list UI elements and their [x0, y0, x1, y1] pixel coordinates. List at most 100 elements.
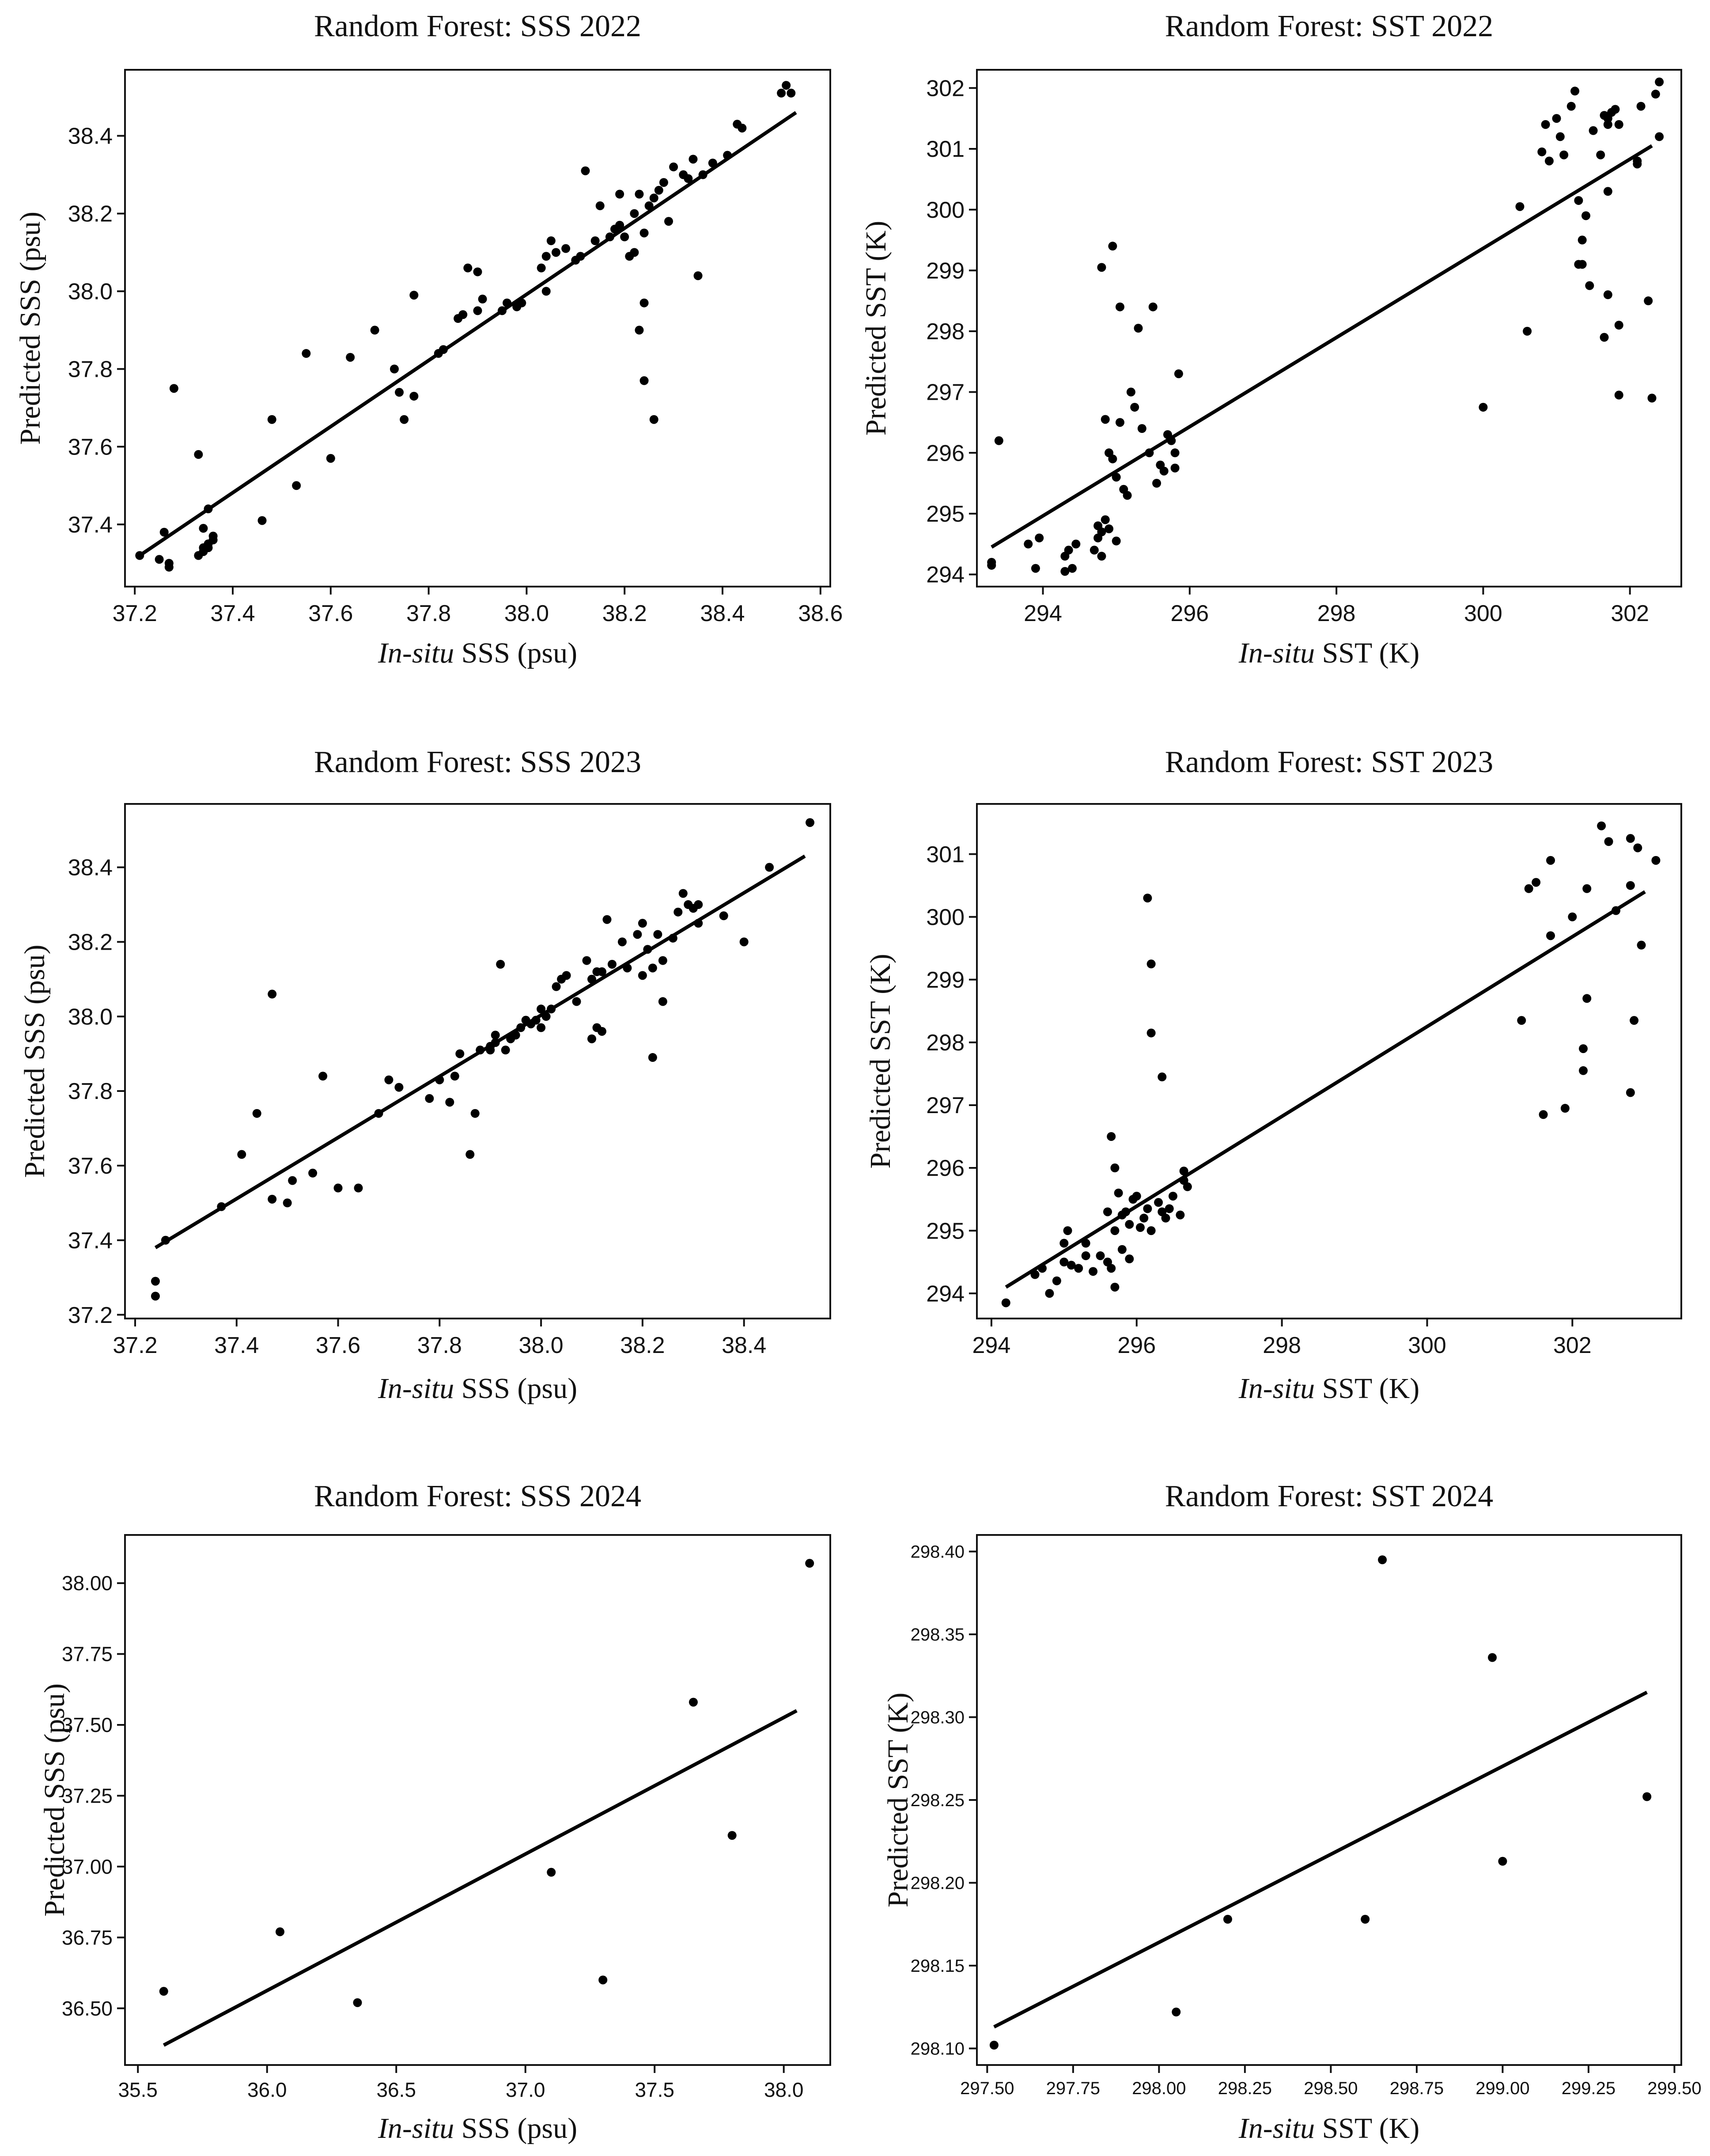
data-point	[648, 1053, 657, 1062]
x-tick-label: 38.0	[764, 2078, 804, 2101]
x-tick-label: 37.4	[210, 601, 255, 626]
data-point	[689, 1698, 698, 1707]
data-point	[425, 1094, 434, 1103]
y-tick-label: 301	[926, 136, 965, 162]
scatter-panel: Random Forest: SST 2023 294 296 298 300 302 29…	[864, 745, 1682, 1405]
data-point	[1589, 126, 1598, 135]
data-point	[1081, 1239, 1090, 1248]
y-tick-label: 300	[926, 905, 965, 930]
data-point	[283, 1198, 292, 1208]
data-point	[491, 1031, 500, 1040]
data-point	[1604, 837, 1613, 846]
data-point	[1611, 105, 1620, 114]
x-axis-label-italic: In-situ	[378, 637, 454, 669]
data-point	[1168, 1191, 1177, 1201]
data-point	[1059, 1239, 1069, 1248]
x-tick-label: 300	[1464, 601, 1502, 626]
data-point	[135, 551, 144, 560]
data-point	[390, 364, 399, 374]
data-point	[1112, 536, 1121, 546]
data-point	[257, 516, 267, 525]
data-point	[1097, 263, 1106, 272]
data-point	[292, 481, 301, 490]
data-point	[654, 186, 663, 195]
data-point	[551, 248, 560, 257]
data-point	[395, 388, 404, 397]
data-point	[615, 220, 624, 230]
y-tick-label: 37.75	[62, 1643, 113, 1666]
data-point	[1064, 546, 1073, 555]
x-tick-label: 298.25	[1218, 2079, 1272, 2098]
data-point	[635, 189, 644, 199]
data-point	[1125, 1220, 1134, 1229]
data-point	[302, 349, 311, 358]
y-tick-label: 38.2	[68, 201, 113, 227]
data-point	[639, 228, 649, 238]
y-tick-label: 298.40	[911, 1542, 965, 1562]
data-point	[346, 352, 355, 362]
data-point	[1125, 1254, 1134, 1264]
y-axis-label: Predicted SSS (psu)	[38, 1683, 71, 1917]
y-tick-label: 37.25	[62, 1784, 113, 1807]
data-point	[1570, 87, 1580, 96]
data-point	[204, 543, 213, 553]
y-tick-label: 300	[926, 197, 965, 223]
data-point	[354, 1183, 363, 1193]
data-point	[1585, 281, 1594, 290]
data-point	[1637, 940, 1646, 950]
plot-frame	[976, 803, 1682, 1319]
plot-frame	[124, 1534, 831, 2066]
data-point	[1614, 390, 1623, 400]
x-tick-label: 298	[1263, 1333, 1301, 1358]
data-point	[476, 1046, 485, 1055]
data-point	[590, 236, 600, 246]
x-tick-label: 37.4	[214, 1333, 259, 1358]
data-point	[370, 326, 379, 335]
data-point	[669, 162, 678, 171]
data-point	[541, 1012, 551, 1021]
y-tick-label: 298.10	[911, 2039, 965, 2059]
data-point	[384, 1075, 393, 1084]
data-point	[1603, 290, 1612, 299]
data-point	[1101, 515, 1110, 524]
data-point	[1539, 1110, 1548, 1119]
y-tick-label: 297	[926, 380, 965, 405]
y-tick-label: 36.50	[62, 1997, 113, 2020]
data-point	[1110, 1226, 1120, 1235]
data-point	[400, 415, 409, 424]
data-point	[1121, 1207, 1131, 1216]
data-point	[1582, 994, 1592, 1003]
data-point	[582, 956, 591, 965]
y-tick-label: 37.00	[62, 1855, 113, 1878]
y-tick-label: 302	[926, 76, 965, 101]
data-point	[1146, 1226, 1156, 1235]
y-tick-label: 38.4	[68, 124, 113, 149]
data-point	[1146, 1028, 1156, 1038]
data-point	[478, 295, 487, 304]
y-tick-label: 298.20	[911, 1874, 965, 1893]
data-point	[326, 454, 335, 463]
data-point	[639, 298, 649, 307]
x-tick-label: 37.2	[113, 601, 157, 626]
x-tick-label: 38.6	[798, 601, 843, 626]
data-point	[1024, 539, 1033, 549]
regression-line	[991, 144, 1653, 549]
data-point	[1579, 1044, 1588, 1053]
data-point	[1517, 1016, 1526, 1025]
data-point	[694, 900, 703, 909]
data-point	[353, 1998, 362, 2007]
x-tick-label: 302	[1553, 1333, 1592, 1358]
y-tick-label: 294	[926, 562, 965, 588]
data-point	[1537, 147, 1547, 156]
y-tick-label: 37.6	[68, 435, 113, 460]
plot-frame	[124, 69, 831, 587]
data-point	[217, 1202, 226, 1211]
data-point	[1097, 552, 1106, 561]
data-point	[1107, 1132, 1116, 1141]
data-point	[1096, 1251, 1105, 1260]
data-point	[486, 1046, 495, 1055]
data-point	[1612, 906, 1621, 915]
data-point	[1101, 415, 1110, 424]
y-tick-label: 298.30	[911, 1708, 965, 1728]
data-point	[623, 963, 632, 973]
